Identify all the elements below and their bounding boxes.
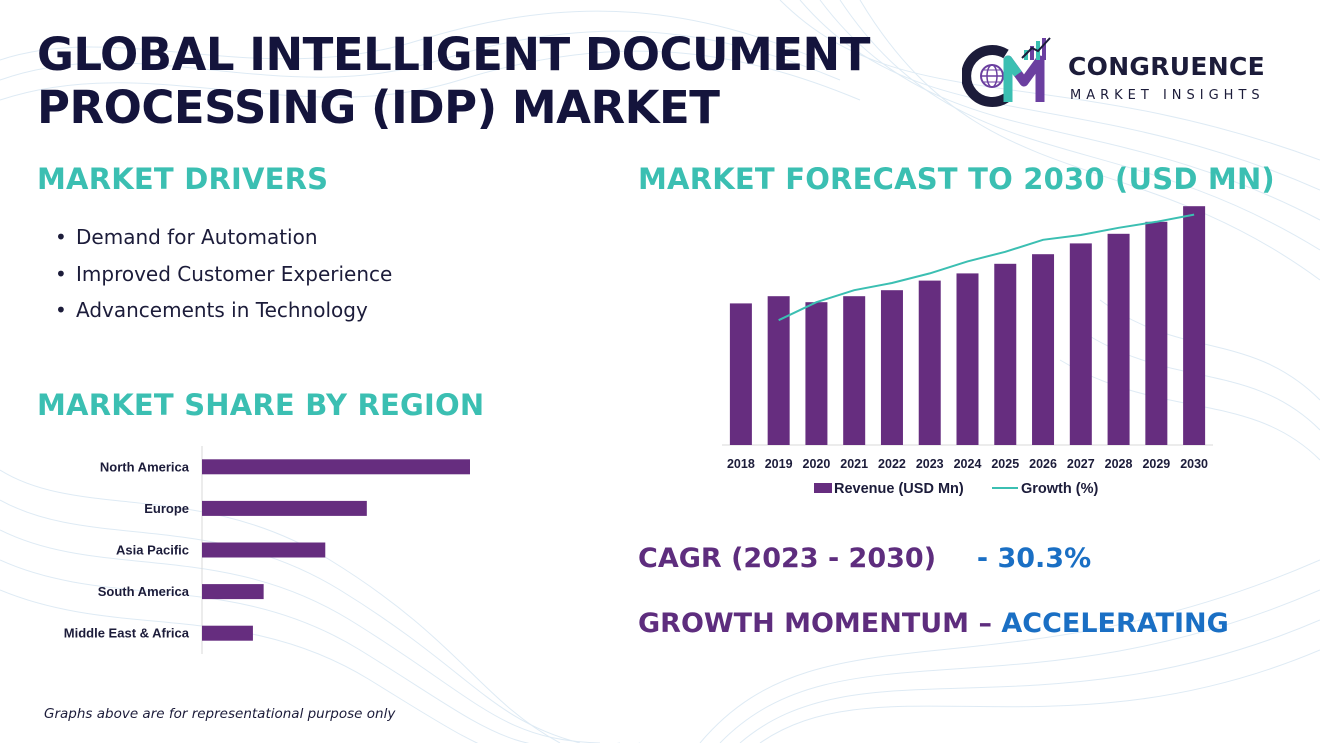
revenue-bar bbox=[805, 302, 828, 445]
year-tick-label: 2030 bbox=[1180, 457, 1208, 471]
page-title: GLOBAL INTELLIGENT DOCUMENT PROCESSING (… bbox=[37, 28, 937, 134]
year-tick-label: 2023 bbox=[916, 457, 944, 471]
page-title-line-1: GLOBAL INTELLIGENT DOCUMENT bbox=[37, 28, 870, 81]
region-bar bbox=[202, 542, 326, 558]
growth-momentum-statement: GROWTH MOMENTUM – ACCELERATING bbox=[638, 608, 1229, 639]
revenue-bar bbox=[918, 280, 941, 445]
revenue-bar bbox=[843, 296, 866, 445]
year-tick-label: 2026 bbox=[1029, 457, 1057, 471]
logo-c-letter bbox=[962, 45, 1009, 107]
cagr-label: CAGR (2023 - 2030) bbox=[638, 543, 937, 574]
logo-tagline: MARKET INSIGHTS bbox=[1070, 88, 1265, 103]
bullet-icon: • bbox=[55, 225, 67, 249]
list-item: • Demand for Automation bbox=[55, 222, 392, 259]
list-item: • Advancements in Technology bbox=[55, 295, 392, 332]
globe-icon bbox=[980, 64, 1004, 88]
momentum-label: GROWTH MOMENTUM – bbox=[638, 608, 992, 639]
revenue-bar bbox=[729, 303, 752, 445]
cagr-statement: CAGR (2023 - 2030) - 30.3% bbox=[638, 543, 1091, 574]
legend-label-growth: Growth (%) bbox=[1021, 481, 1098, 497]
logo-mark bbox=[962, 37, 1051, 107]
year-tick-label: 2024 bbox=[954, 457, 982, 471]
year-tick-label: 2018 bbox=[727, 457, 755, 471]
footnote: Graphs above are for representational pu… bbox=[44, 706, 396, 722]
list-item: • Improved Customer Experience bbox=[55, 259, 392, 296]
market-forecast-heading: MARKET FORECAST TO 2030 (USD MN) bbox=[638, 162, 1275, 196]
growth-line bbox=[778, 213, 1195, 322]
region-bar bbox=[202, 625, 253, 641]
year-tick-label: 2021 bbox=[840, 457, 868, 471]
region-share-bar-chart: North America Europe Asia Pacific South Ame… bbox=[64, 446, 470, 654]
year-tick-label: 2022 bbox=[878, 457, 906, 471]
year-tick-label: 2020 bbox=[803, 457, 831, 471]
market-drivers-list: • Demand for Automation • Improved Custome… bbox=[55, 222, 392, 332]
year-tick-label: 2027 bbox=[1067, 457, 1095, 471]
region-tick-label: North America bbox=[100, 459, 190, 474]
brand-logo: CONGRUENCE MARKET INSIGHTS bbox=[962, 36, 1292, 108]
driver-label: Demand for Automation bbox=[76, 225, 318, 249]
region-tick-label: Europe bbox=[144, 501, 189, 516]
legend-label-revenue: Revenue (USD Mn) bbox=[834, 481, 964, 497]
forecast-combo-chart: 2018 2019 2020 2021 2022 2023 2024 2025 2026 2027… bbox=[722, 206, 1213, 497]
revenue-bar bbox=[1183, 206, 1206, 445]
momentum-value: ACCELERATING bbox=[1001, 608, 1229, 639]
driver-label: Improved Customer Experience bbox=[76, 261, 393, 286]
logo-brand-name: CONGRUENCE bbox=[1068, 52, 1266, 81]
chart-legend: Revenue (USD Mn) Growth (%) bbox=[814, 481, 1098, 497]
revenue-bar bbox=[1069, 243, 1092, 445]
region-tick-label: South America bbox=[98, 584, 190, 599]
revenue-bar bbox=[767, 296, 790, 445]
year-tick-label: 2028 bbox=[1105, 457, 1133, 471]
legend-swatch-revenue bbox=[814, 483, 832, 493]
year-tick-label: 2029 bbox=[1142, 457, 1170, 471]
region-bar bbox=[202, 584, 264, 600]
market-drivers-heading: MARKET DRIVERS bbox=[37, 162, 329, 196]
revenue-bar bbox=[994, 263, 1017, 445]
driver-label: Advancements in Technology bbox=[76, 298, 368, 322]
growth-bars-icon bbox=[1021, 37, 1051, 60]
region-bar bbox=[202, 500, 367, 516]
region-bar bbox=[202, 459, 470, 475]
cagr-value: - 30.3% bbox=[976, 543, 1092, 574]
bullet-icon: • bbox=[55, 298, 67, 322]
market-share-region-heading: MARKET SHARE BY REGION bbox=[37, 388, 485, 422]
region-tick-label: Middle East & Africa bbox=[64, 626, 190, 641]
year-tick-label: 2019 bbox=[765, 457, 793, 471]
bullet-icon: • bbox=[55, 261, 67, 286]
region-tick-label: Asia Pacific bbox=[116, 543, 189, 558]
year-tick-label: 2025 bbox=[991, 457, 1019, 471]
revenue-bar bbox=[880, 290, 903, 445]
revenue-bar bbox=[1032, 254, 1055, 445]
revenue-bar bbox=[956, 273, 979, 445]
revenue-bar bbox=[1145, 221, 1168, 445]
revenue-bar bbox=[1107, 233, 1130, 445]
page-title-line-2: PROCESSING (IDP) MARKET bbox=[37, 81, 720, 134]
